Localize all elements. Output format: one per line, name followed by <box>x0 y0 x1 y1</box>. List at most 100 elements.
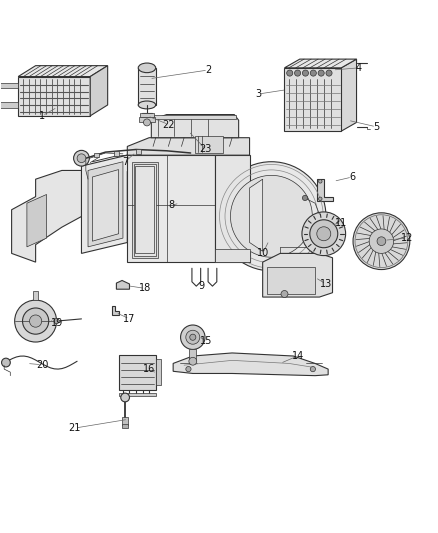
Text: 21: 21 <box>69 423 81 433</box>
Circle shape <box>302 212 346 256</box>
Polygon shape <box>81 155 149 253</box>
Text: 15: 15 <box>200 336 212 346</box>
Bar <box>136 149 141 154</box>
Text: 9: 9 <box>198 281 205 291</box>
Bar <box>141 113 153 117</box>
Polygon shape <box>215 249 250 262</box>
Polygon shape <box>90 66 108 116</box>
Polygon shape <box>317 179 332 201</box>
Bar <box>94 153 99 157</box>
Circle shape <box>281 290 288 297</box>
Text: 14: 14 <box>291 351 304 361</box>
Ellipse shape <box>138 63 155 72</box>
Circle shape <box>353 213 410 270</box>
Circle shape <box>29 315 42 327</box>
Text: 2: 2 <box>205 65 211 75</box>
Polygon shape <box>132 161 158 258</box>
Polygon shape <box>189 350 196 361</box>
Text: 18: 18 <box>139 284 151 293</box>
Circle shape <box>317 227 331 241</box>
Circle shape <box>186 330 200 344</box>
Polygon shape <box>18 77 90 116</box>
Text: 1: 1 <box>39 111 45 121</box>
Polygon shape <box>215 155 250 262</box>
Polygon shape <box>18 66 108 77</box>
Polygon shape <box>195 135 223 153</box>
Polygon shape <box>341 59 357 131</box>
Circle shape <box>54 318 59 324</box>
Text: 23: 23 <box>200 144 212 155</box>
Text: 16: 16 <box>143 364 155 374</box>
Circle shape <box>2 358 11 367</box>
Text: 3: 3 <box>255 89 261 99</box>
Polygon shape <box>127 138 250 155</box>
Text: 5: 5 <box>373 122 379 132</box>
Polygon shape <box>112 306 119 316</box>
Circle shape <box>377 237 386 246</box>
Circle shape <box>302 195 307 200</box>
Polygon shape <box>117 280 130 289</box>
Polygon shape <box>263 253 332 297</box>
Bar <box>122 424 128 428</box>
Text: 10: 10 <box>257 248 269 259</box>
Polygon shape <box>12 171 86 262</box>
Circle shape <box>22 308 49 334</box>
Bar <box>119 393 155 396</box>
Text: 4: 4 <box>356 63 362 73</box>
Circle shape <box>369 229 394 253</box>
Polygon shape <box>92 169 119 241</box>
Polygon shape <box>127 155 215 262</box>
Circle shape <box>318 70 324 76</box>
Polygon shape <box>0 83 18 88</box>
Polygon shape <box>173 353 328 376</box>
Bar <box>114 151 119 156</box>
Bar <box>155 359 161 385</box>
Bar <box>138 68 155 105</box>
Circle shape <box>287 70 293 76</box>
Circle shape <box>121 393 130 402</box>
Circle shape <box>310 70 316 76</box>
Ellipse shape <box>138 101 155 109</box>
Text: 6: 6 <box>349 172 355 182</box>
Circle shape <box>326 70 332 76</box>
Polygon shape <box>285 59 357 68</box>
Text: 12: 12 <box>401 233 413 243</box>
Text: 7: 7 <box>122 157 128 167</box>
Circle shape <box>302 70 308 76</box>
Text: 22: 22 <box>162 119 175 130</box>
Bar <box>139 117 155 123</box>
Text: 19: 19 <box>51 318 64 328</box>
Text: 11: 11 <box>335 218 347 228</box>
Polygon shape <box>151 115 239 138</box>
Circle shape <box>180 325 205 350</box>
Circle shape <box>230 175 312 257</box>
Circle shape <box>189 357 197 365</box>
Bar <box>119 354 155 390</box>
Circle shape <box>318 197 322 200</box>
Circle shape <box>14 300 57 342</box>
Text: 13: 13 <box>320 279 332 289</box>
Circle shape <box>217 161 326 271</box>
Circle shape <box>186 367 191 372</box>
Polygon shape <box>27 195 46 247</box>
Circle shape <box>144 119 150 126</box>
Circle shape <box>310 367 315 372</box>
Text: 20: 20 <box>36 360 48 370</box>
Circle shape <box>190 334 196 340</box>
Polygon shape <box>88 161 123 247</box>
Circle shape <box>310 220 338 248</box>
Bar <box>134 164 155 256</box>
Bar <box>33 290 38 300</box>
Bar <box>135 166 154 253</box>
Circle shape <box>77 154 86 163</box>
Text: 8: 8 <box>168 200 174 211</box>
Bar <box>153 115 236 119</box>
Bar <box>122 417 128 425</box>
Circle shape <box>318 180 322 183</box>
Polygon shape <box>267 266 315 294</box>
Circle shape <box>294 70 300 76</box>
Bar <box>285 68 341 131</box>
Text: 17: 17 <box>124 314 136 324</box>
Circle shape <box>74 150 89 166</box>
Polygon shape <box>250 179 263 251</box>
